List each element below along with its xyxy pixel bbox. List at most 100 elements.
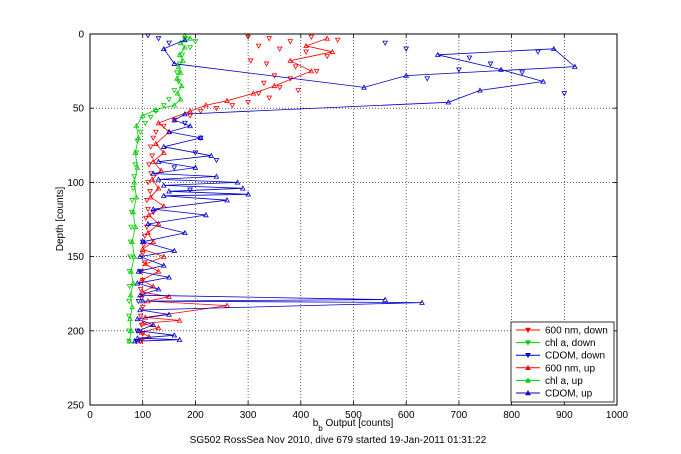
data-point	[561, 91, 568, 97]
data-point	[171, 165, 178, 171]
legend-box	[510, 321, 615, 403]
data-point	[166, 274, 172, 280]
legend-swatch-marker	[525, 364, 531, 371]
data-point	[139, 304, 146, 311]
data-point	[287, 39, 294, 45]
data-point	[263, 61, 270, 67]
x-tick-label: 100	[134, 410, 151, 421]
data-point	[155, 36, 162, 42]
data-point	[171, 332, 178, 338]
data-point	[245, 100, 251, 106]
data-point	[152, 140, 159, 146]
data-point	[131, 253, 138, 259]
data-point	[135, 298, 142, 305]
data-point	[137, 313, 144, 319]
figure-caption: SG502 RossSea Nov 2010, dive 679 started…	[190, 435, 487, 446]
data-point	[181, 36, 188, 43]
data-point	[127, 292, 134, 298]
data-point	[147, 144, 154, 150]
data-point	[171, 117, 178, 123]
data-point	[128, 268, 134, 274]
data-point	[134, 164, 141, 170]
data-point	[174, 70, 180, 76]
data-point	[139, 246, 146, 252]
data-point	[132, 162, 139, 168]
data-point	[134, 138, 141, 144]
data-point	[142, 215, 149, 222]
data-point	[166, 293, 172, 299]
data-point	[155, 158, 162, 164]
data-point	[155, 220, 162, 227]
data-point	[128, 224, 134, 230]
data-point	[177, 69, 184, 75]
x-tick-label: 200	[187, 410, 204, 421]
data-point	[175, 63, 182, 69]
data-point	[129, 304, 136, 310]
data-point	[147, 114, 154, 121]
data-point	[177, 96, 184, 102]
data-point	[160, 45, 167, 51]
data-point	[466, 55, 473, 61]
x-tick-label: 500	[345, 410, 362, 421]
data-point	[445, 99, 452, 105]
legend-label: chl a, down	[545, 338, 596, 349]
x-tick-label: 0	[87, 410, 93, 421]
data-point	[135, 327, 142, 333]
data-point	[145, 229, 151, 236]
data-point	[144, 198, 150, 204]
x-axis-label: bb Output [counts]	[313, 418, 394, 433]
x-tick-label: 800	[503, 410, 520, 421]
data-point	[127, 254, 133, 260]
data-point	[239, 185, 246, 191]
data-point	[144, 224, 150, 230]
data-point	[139, 298, 146, 304]
data-point	[181, 44, 188, 50]
legend-label: 600 nm, up	[545, 363, 595, 374]
data-point	[292, 64, 299, 70]
data-point	[127, 239, 134, 245]
series-line	[140, 38, 333, 342]
data-point	[487, 61, 494, 67]
data-point	[403, 72, 410, 78]
x-tick-label: 600	[398, 410, 415, 421]
legend-label: CDOM, down	[545, 351, 605, 362]
data-point	[266, 95, 273, 101]
legend-swatch-marker	[525, 340, 531, 346]
data-point	[129, 198, 136, 204]
data-point	[174, 75, 180, 81]
legend-label: chl a, up	[545, 376, 583, 387]
data-point	[139, 320, 146, 326]
data-point	[540, 78, 547, 84]
legend-label: CDOM, up	[545, 389, 593, 400]
data-point	[519, 70, 526, 76]
data-point	[177, 39, 184, 46]
data-point	[419, 299, 425, 305]
y-tick-label: 200	[67, 326, 84, 337]
data-point	[155, 176, 162, 182]
data-point	[139, 112, 146, 118]
data-point	[213, 157, 220, 164]
data-point	[276, 85, 283, 91]
data-point	[150, 158, 157, 164]
data-point	[126, 298, 132, 305]
data-point	[130, 186, 137, 192]
data-point	[129, 238, 136, 244]
data-point	[224, 197, 230, 203]
series-layer	[126, 32, 578, 345]
data-point	[187, 35, 194, 41]
x-tick-label: 300	[240, 410, 257, 421]
data-point	[308, 34, 315, 40]
data-point	[208, 152, 215, 158]
data-point	[174, 90, 181, 96]
data-point	[171, 60, 178, 66]
x-tick-label: 400	[292, 410, 309, 421]
data-point	[171, 102, 178, 108]
data-point	[147, 194, 154, 200]
data-point	[150, 206, 157, 212]
x-tick-label: 1000	[606, 410, 629, 421]
data-point	[160, 253, 167, 259]
data-point	[245, 191, 251, 197]
data-point	[149, 153, 156, 159]
data-point	[224, 97, 230, 103]
y-tick-label: 250	[67, 401, 84, 412]
